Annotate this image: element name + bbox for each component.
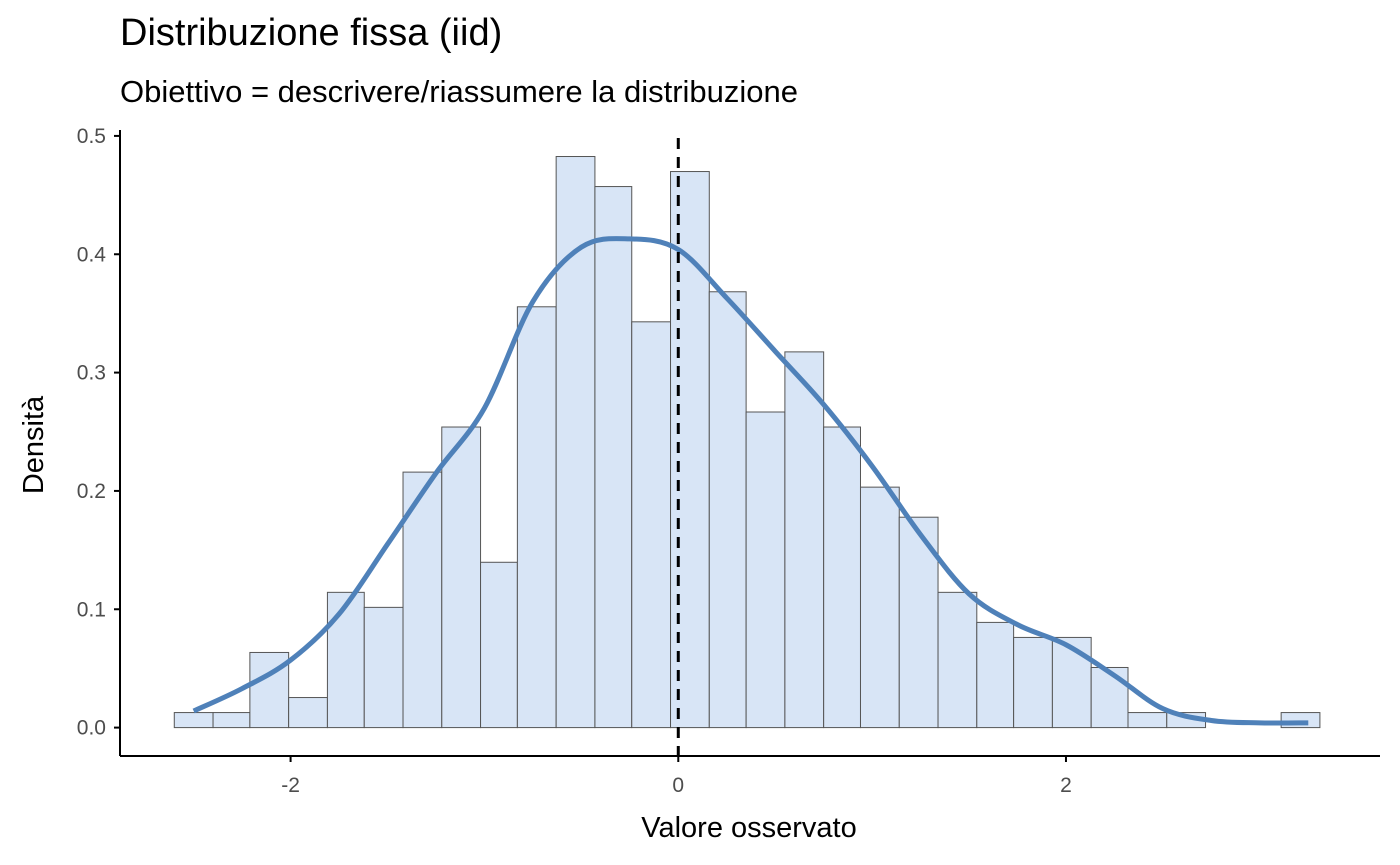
histogram-bar <box>976 621 1015 729</box>
histogram-bar <box>823 426 861 729</box>
y-tick-label: 0.4 <box>77 243 107 266</box>
x-axis-title: Valore osservato <box>641 812 856 844</box>
y-tick-label: 0.2 <box>77 480 106 503</box>
x-tick-label: 0 <box>672 774 684 797</box>
chart-title: Distribuzione fissa (iid) <box>120 12 503 54</box>
histogram-bar <box>212 712 251 729</box>
y-tick-label: 0.0 <box>77 717 106 740</box>
histogram-bar <box>1127 712 1168 729</box>
histogram-bar <box>173 712 214 729</box>
histogram-bar <box>480 561 518 729</box>
histogram-bar <box>441 426 482 729</box>
histogram-bar <box>326 591 365 729</box>
y-tick-label: 0.5 <box>77 125 106 148</box>
y-axis-title: Densità <box>18 395 50 494</box>
histogram-bar <box>516 306 557 729</box>
chart-subtitle: Obiettivo = descrivere/riassumere la dis… <box>120 74 798 109</box>
y-tick-label: 0.3 <box>77 362 106 385</box>
histogram-bar <box>784 351 825 729</box>
histogram-bar <box>594 186 633 729</box>
density-curve-layer <box>192 236 1309 726</box>
histogram-bar <box>363 606 404 729</box>
histogram-bar <box>288 697 328 729</box>
histogram-bar <box>859 486 900 729</box>
histogram-bar <box>631 321 672 729</box>
histogram-bars <box>173 156 1321 729</box>
histogram-bar <box>670 171 710 729</box>
y-tick-label: 0.1 <box>77 598 106 621</box>
histogram-bar <box>1090 666 1129 729</box>
histogram-bar <box>1013 636 1053 729</box>
density-curve <box>192 236 1309 726</box>
histogram-bar <box>745 411 786 729</box>
histogram-bar <box>1051 636 1092 729</box>
x-tick-label: -2 <box>281 774 300 797</box>
histogram-bar <box>937 591 978 729</box>
histogram-bar <box>708 291 747 729</box>
axes: 0.0 0.1 0.2 0.3 0.4 0.5 -2 0 2 <box>77 125 1380 797</box>
x-tick-label: 2 <box>1060 774 1072 797</box>
